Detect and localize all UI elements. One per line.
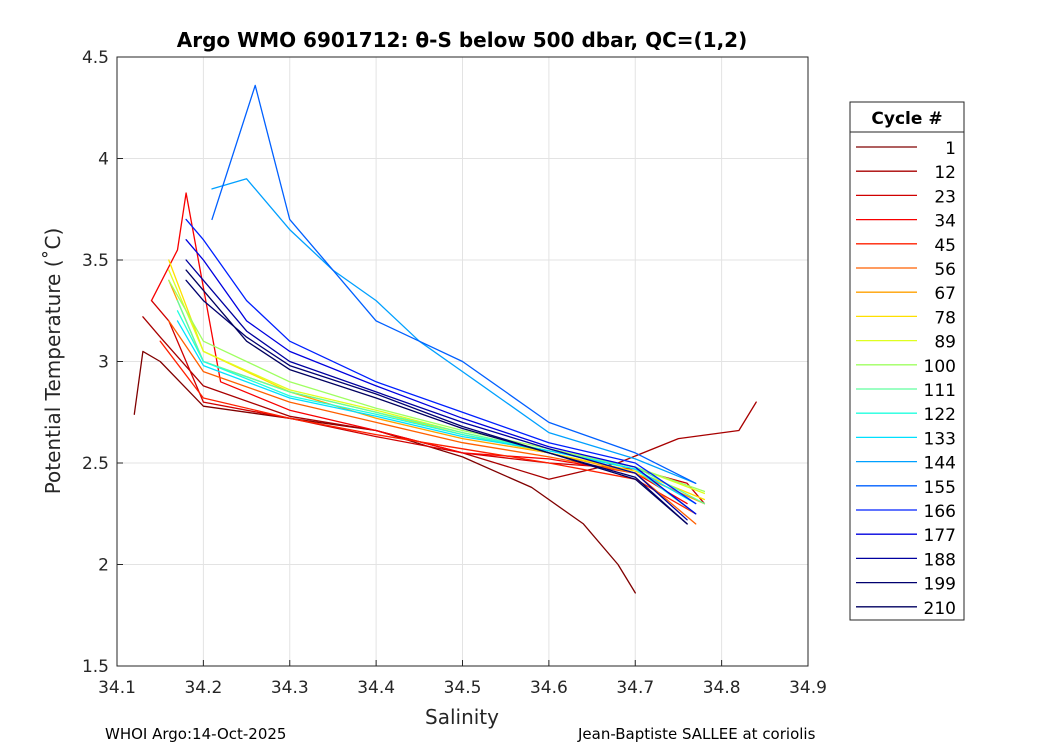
series-layer — [133, 84, 757, 594]
legend-item: 122 — [856, 405, 956, 425]
x-tick-label: 34.3 — [271, 678, 309, 698]
legend-label: 12 — [934, 163, 956, 183]
legend-item: 155 — [856, 478, 956, 498]
y-tick-label: 4.5 — [82, 48, 109, 68]
x-tick-label: 34.5 — [444, 678, 482, 698]
legend-item: 78 — [856, 308, 956, 328]
series-line-cycle-188 — [185, 259, 688, 521]
series-line-cycle-133 — [176, 320, 697, 505]
legend-label: 155 — [924, 478, 956, 498]
legend-item: 12 — [856, 163, 956, 183]
legend-label: 100 — [924, 357, 956, 377]
legend-label: 45 — [934, 236, 956, 256]
legend-title: Cycle # — [871, 109, 942, 129]
series-line-cycle-166 — [185, 218, 697, 505]
tick-layer: 34.1 34.2 34.3 34.4 34.5 34.6 34.7 34.8 34.91.52… — [82, 48, 827, 698]
legend-items: 1 12 23 34 45 56 67 78 89 100 111 122 133 144 155 166 17… — [856, 139, 956, 619]
legend-item: 199 — [856, 575, 956, 595]
legend-item: 67 — [856, 284, 956, 304]
legend-label: 144 — [924, 454, 956, 474]
x-tick-label: 34.2 — [184, 678, 222, 698]
legend-item: 111 — [856, 381, 956, 401]
legend-label: 188 — [924, 550, 956, 570]
y-tick-label: 4 — [98, 150, 109, 170]
footer-date: WHOI Argo:14-Oct-2025 — [105, 725, 287, 743]
legend-label: 210 — [924, 599, 956, 619]
series-line-cycle-177 — [185, 239, 697, 515]
legend-item: 210 — [856, 599, 956, 619]
legend-label: 199 — [924, 575, 956, 595]
legend-label: 34 — [934, 212, 956, 232]
legend-item: 45 — [856, 236, 956, 256]
x-tick-label: 34.1 — [98, 678, 136, 698]
legend-item: 89 — [856, 333, 956, 353]
legend-item: 188 — [856, 550, 956, 570]
x-axis-label: Salinity — [425, 705, 499, 729]
x-tick-label: 34.4 — [357, 678, 395, 698]
legend-item: 177 — [856, 526, 956, 546]
legend-label: 1 — [945, 139, 956, 159]
y-tick-label: 3.5 — [82, 251, 109, 271]
legend-item: 166 — [856, 502, 956, 522]
x-tick-label: 34.9 — [789, 678, 827, 698]
legend-label: 133 — [924, 429, 956, 449]
y-tick-label: 1.5 — [82, 657, 109, 677]
y-tick-label: 2 — [98, 556, 109, 576]
legend-item: 56 — [856, 260, 956, 280]
legend-label: 122 — [924, 405, 956, 425]
legend-label: 111 — [924, 381, 956, 401]
legend-label: 166 — [924, 502, 956, 522]
legend-item: 1 — [856, 139, 956, 159]
y-axis-label: Potential Temperature (˚C) — [41, 228, 65, 495]
legend-label: 67 — [934, 284, 956, 304]
legend-item: 144 — [856, 454, 956, 474]
legend-label: 177 — [924, 526, 956, 546]
footer-author: Jean-Baptiste SALLEE at coriolis — [578, 725, 816, 743]
legend-item: 23 — [856, 187, 956, 207]
chart-title: Argo WMO 6901712: θ-S below 500 dbar, QC… — [177, 28, 747, 52]
legend-item: 34 — [856, 212, 956, 232]
y-tick-label: 3 — [98, 353, 109, 373]
plot-area — [116, 56, 809, 667]
legend-label: 78 — [934, 308, 956, 328]
legend-label: 23 — [934, 187, 956, 207]
x-tick-label: 34.7 — [616, 678, 654, 698]
series-line-cycle-155 — [211, 84, 697, 484]
legend-item: 133 — [856, 429, 956, 449]
legend-item: 100 — [856, 357, 956, 377]
legend-label: 89 — [934, 333, 956, 353]
series-line-cycle-199 — [185, 279, 688, 525]
series-line-cycle-45 — [159, 340, 697, 515]
x-tick-label: 34.8 — [703, 678, 741, 698]
y-tick-label: 2.5 — [82, 454, 109, 474]
x-tick-label: 34.6 — [530, 678, 568, 698]
legend: Cycle # 1 12 23 34 45 56 67 78 89 100 111 122 133 144… — [849, 101, 965, 621]
legend-label: 56 — [934, 260, 956, 280]
series-line-cycle-210 — [185, 269, 688, 525]
